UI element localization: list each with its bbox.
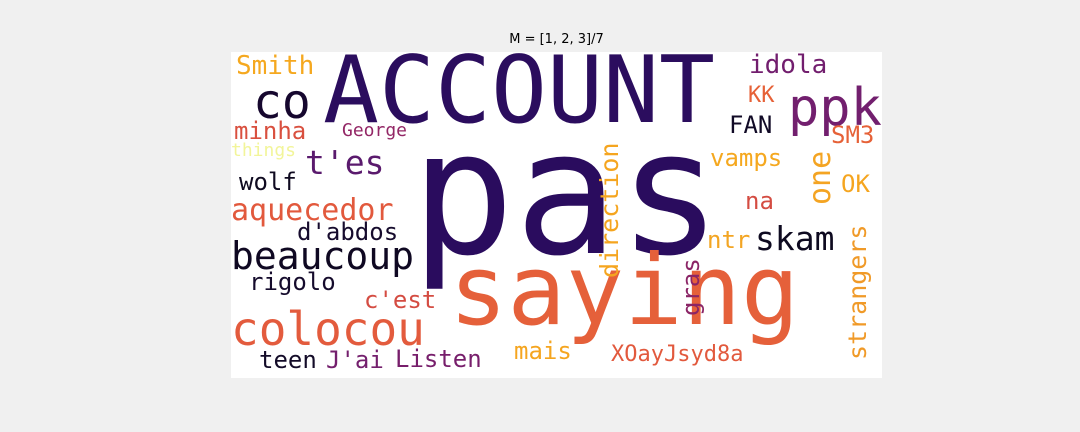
word-tes: t'es [305,143,385,182]
word-idola: idola [749,52,828,80]
word-sm3: SM3 [831,121,875,149]
word-rigolo: rigolo [249,268,336,296]
word-strangers: strangers [843,224,872,360]
word-george: George [342,120,408,141]
word-pas: pas [411,93,722,294]
word-na: na [745,187,774,215]
word-cloud: pas ACCOUNT saying colocou ppk co beauco… [231,52,882,378]
word-teen: teen [259,346,317,374]
word-skam: skam [755,219,835,258]
word-beaucoup: beaucoup [231,234,415,278]
word-ppk: ppk [788,78,882,138]
word-jai: J'ai [326,346,384,374]
word-smith: Smith [236,52,315,81]
word-account: ACCOUNT [323,52,715,144]
word-aquecedor: aquecedor [231,193,394,228]
word-listen: Listen [395,345,482,373]
word-wolf: wolf [239,168,297,196]
word-ok: OK [841,170,870,198]
word-gras: gras [677,258,705,316]
word-ntr: ntr [707,226,751,254]
word-xoayjsyd8a: XOayJsyd8a [611,342,744,367]
word-cest: c'est [364,286,437,314]
figure-title: M = [1, 2, 3]/7 [509,32,604,47]
word-fan: FAN [729,111,773,139]
word-co: co [253,74,311,130]
word-dabdos: d'abdos [297,218,399,246]
word-things: things [231,140,297,161]
word-direction: direction [595,142,624,278]
word-minha: minha [234,117,307,145]
word-colocou: colocou [231,302,425,356]
word-mais: mais [514,337,572,365]
word-saying: saying [449,234,800,347]
word-kk: KK [748,83,775,108]
word-vamps: vamps [710,144,783,172]
word-one: one [803,150,838,205]
